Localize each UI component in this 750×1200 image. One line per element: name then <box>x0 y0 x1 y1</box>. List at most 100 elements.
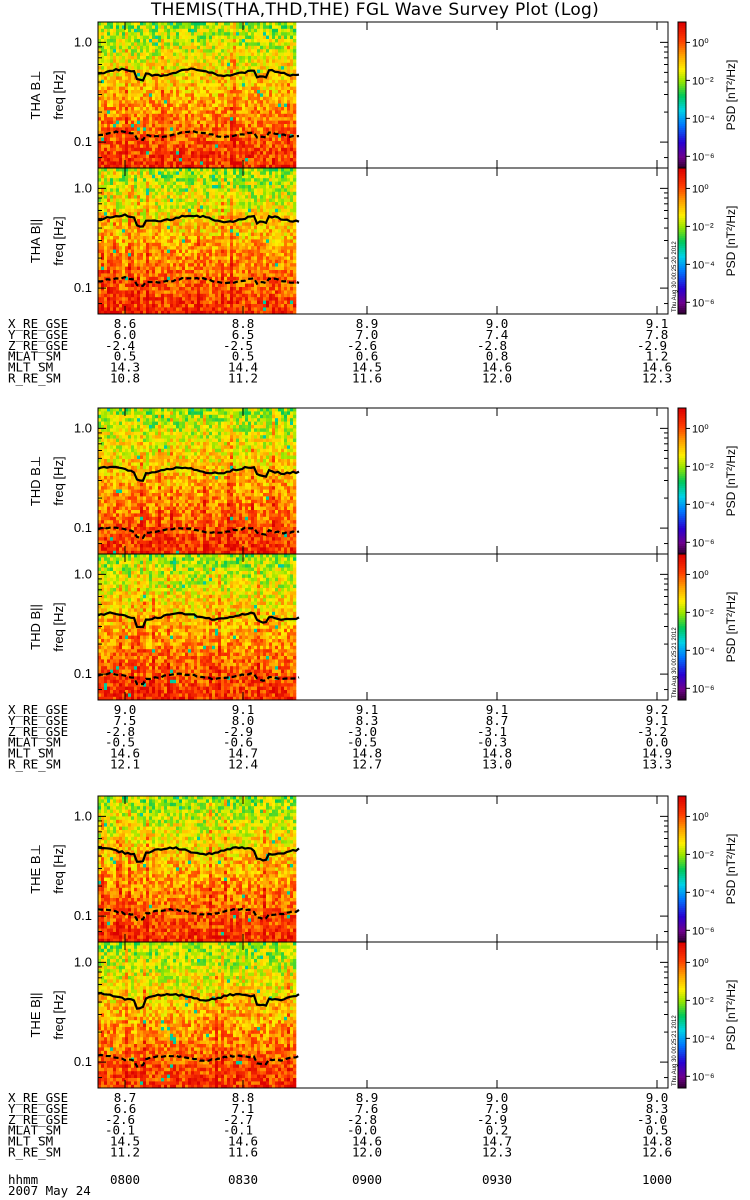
spectrogram-cell <box>125 229 129 233</box>
spectrogram-cell <box>113 147 117 152</box>
spectrogram-cell <box>215 151 219 155</box>
spectrogram-cell <box>134 113 138 118</box>
spectrogram-cell <box>242 90 246 94</box>
spectrogram-cell <box>179 242 183 247</box>
spectrogram-cell <box>290 147 294 152</box>
spectrogram-cell <box>158 174 162 179</box>
spectrogram-cell <box>125 59 129 64</box>
spectrogram-cell <box>158 141 162 145</box>
spectrogram-cell <box>278 161 282 166</box>
spectrogram-cell <box>191 290 195 295</box>
spectrogram-cell <box>125 35 129 40</box>
spectrogram-cell <box>113 66 117 70</box>
spectrogram-cell <box>188 168 192 172</box>
spectrogram-cell <box>221 310 225 315</box>
spectrogram-cell <box>176 96 180 101</box>
spectrogram-cell <box>212 73 216 77</box>
spectrogram-cell <box>206 49 210 53</box>
spectrogram-cell <box>221 256 225 261</box>
spectrogram-cell <box>98 103 102 108</box>
spectrogram-cell <box>257 100 261 104</box>
spectrogram-cell <box>101 120 105 125</box>
spectrogram-cell <box>203 273 207 278</box>
spectrogram-cell <box>215 39 219 43</box>
spectrogram-cell <box>233 154 237 159</box>
spectrogram-cell <box>245 52 249 57</box>
spectrogram-cell <box>185 79 189 84</box>
spectrogram-cell <box>110 22 114 26</box>
spectrogram-cell <box>194 154 198 159</box>
spectrogram-cell <box>191 181 195 186</box>
spectrogram-cell <box>164 290 168 295</box>
spectrogram-cell <box>179 76 183 81</box>
spectrogram-cell <box>272 124 276 128</box>
spectrogram-cell <box>236 310 240 315</box>
spectrogram-cell <box>134 310 138 315</box>
spectrogram-cell <box>161 62 165 67</box>
spectrogram-cell <box>206 76 210 81</box>
spectrogram-cell <box>149 107 153 111</box>
spectrogram-cell <box>290 62 294 67</box>
spectrogram-cell <box>137 22 141 26</box>
spectrogram-cell <box>137 215 141 220</box>
spectrogram-cell <box>254 137 258 142</box>
spectrogram-cell <box>212 290 216 295</box>
spectrogram-cell <box>185 103 189 108</box>
spectrogram-cell <box>149 45 153 50</box>
spectrogram-cell <box>179 154 183 159</box>
spectrogram-cell <box>110 270 114 274</box>
spectrogram-cell <box>137 93 141 98</box>
spectrogram-cell <box>149 161 153 166</box>
spectrogram-cell <box>137 69 141 74</box>
spectrogram-cell <box>179 208 183 213</box>
spectrogram-cell <box>209 293 213 298</box>
spectrogram-cell <box>125 45 129 50</box>
spectrogram-cell <box>128 246 132 250</box>
spectrogram-cell <box>110 52 114 57</box>
spectrogram-cell <box>176 45 180 50</box>
spectrogram-cell <box>236 178 240 182</box>
spectrogram-cell <box>203 205 207 210</box>
spectrogram-cell <box>131 304 135 308</box>
spectrogram-cell <box>191 219 195 223</box>
spectrogram-cell <box>158 100 162 104</box>
spectrogram-cell <box>149 188 153 193</box>
spectrogram-cell <box>122 100 126 104</box>
spectrogram-cell <box>104 86 108 91</box>
spectrogram-cell <box>131 195 135 199</box>
spectrogram-cell <box>146 66 150 70</box>
spectrogram-cell <box>167 164 171 169</box>
spectrogram-cell <box>194 181 198 186</box>
spectrogram-cell <box>98 307 102 312</box>
colorbar-step <box>678 76 686 79</box>
spectrogram-cell <box>173 191 177 196</box>
spectrogram-cell <box>134 246 138 250</box>
spectrogram-cell <box>101 246 105 250</box>
spectrogram-cell <box>173 198 177 203</box>
spectrogram-cell <box>194 49 198 53</box>
spectrogram-cell <box>179 73 183 77</box>
spectrogram-cell <box>212 287 216 291</box>
spectrogram-cell <box>149 249 153 254</box>
spectrogram-cell <box>290 96 294 101</box>
spectrogram-cell <box>212 222 216 227</box>
spectrogram-cell <box>113 219 117 223</box>
spectrogram-cell <box>113 86 117 91</box>
spectrogram-cell <box>116 195 120 199</box>
spectrogram-cell <box>269 52 273 57</box>
spectrogram-cell <box>284 117 288 121</box>
spectrogram-cell <box>173 158 177 162</box>
spectrogram-cell <box>152 215 156 220</box>
spectrogram-cell <box>266 158 270 162</box>
spectrogram-cell <box>155 310 159 315</box>
spectrogram-cell <box>263 161 267 166</box>
spectrogram-cell <box>176 202 180 206</box>
spectrogram-cell <box>101 215 105 220</box>
spectrogram-cell <box>206 151 210 155</box>
colorbar-step <box>678 160 686 163</box>
spectrogram-cell <box>101 259 105 264</box>
spectrogram-cell <box>140 39 144 43</box>
spectrogram-cell <box>131 270 135 274</box>
spectrogram-cell <box>239 120 243 125</box>
spectrogram-cell <box>197 168 201 172</box>
